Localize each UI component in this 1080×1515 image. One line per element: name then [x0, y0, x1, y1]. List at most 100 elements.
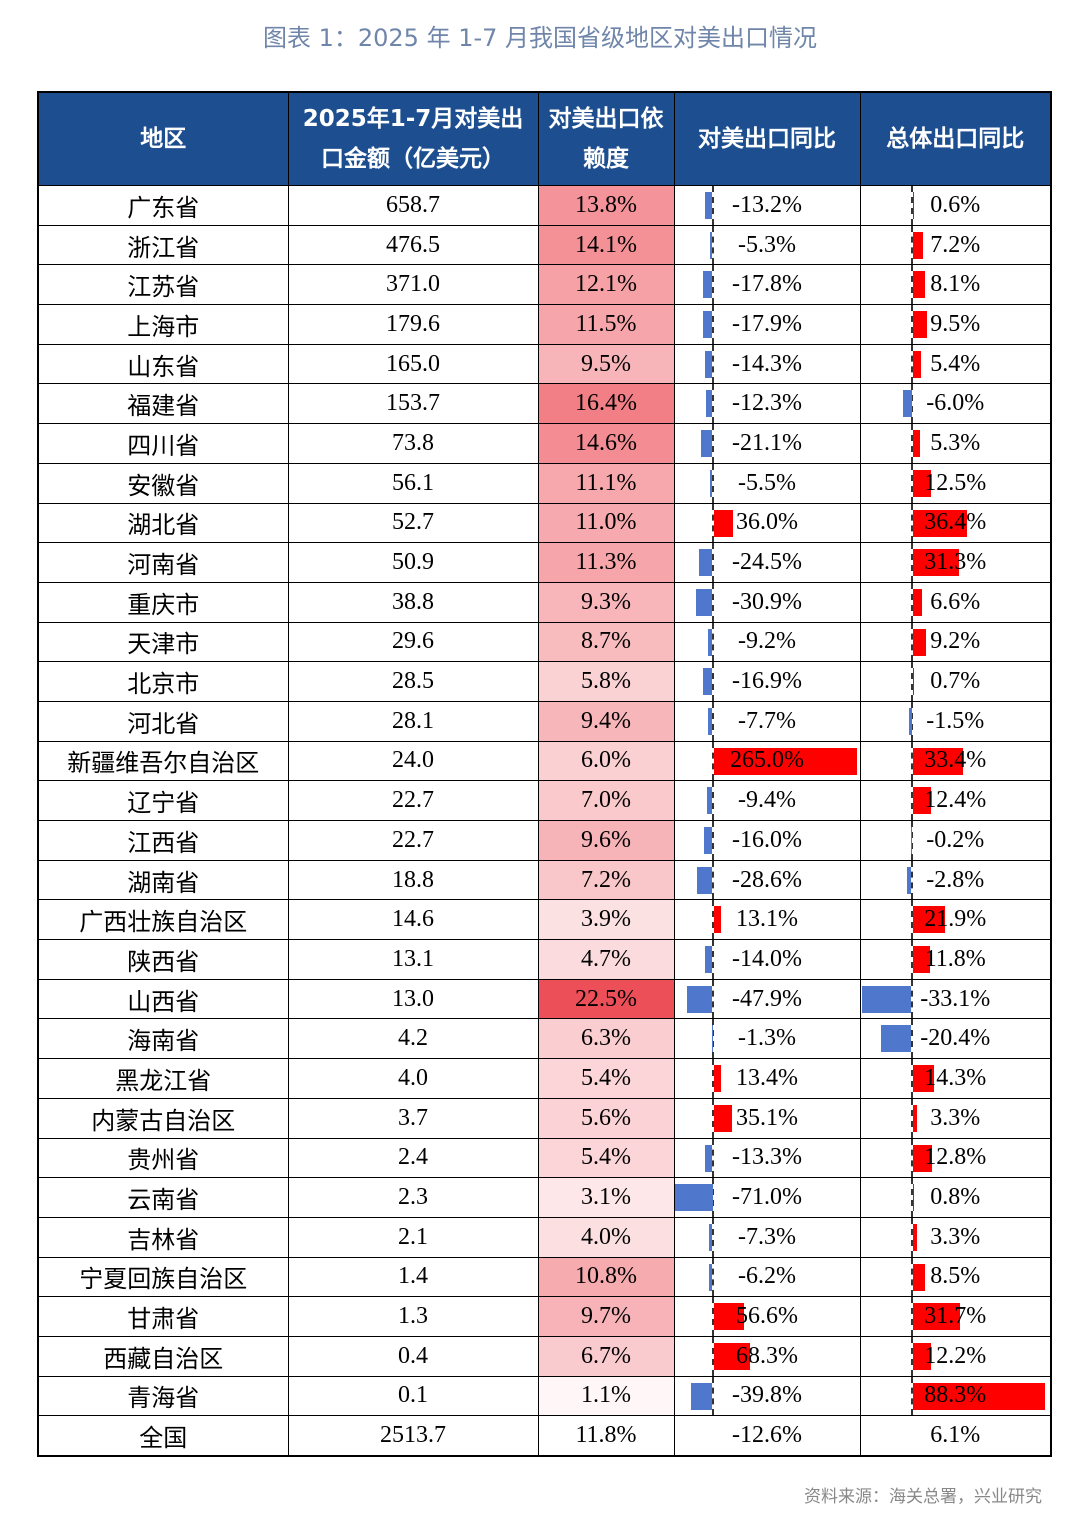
cell: 22.5%	[537, 978, 675, 1020]
cell: -9.4%	[673, 780, 861, 821]
cell-text: 13.4%	[736, 1064, 798, 1091]
cell: 5.4%	[859, 343, 1052, 385]
zero-axis	[910, 1059, 913, 1098]
cell-text: 3.3%	[930, 1104, 981, 1131]
cell-text: -20.4%	[920, 1025, 991, 1052]
cell-text: 11.5%	[575, 310, 637, 337]
cell-text: 22.7	[392, 826, 434, 853]
cell: -12.3%	[673, 383, 861, 425]
cell: -7.3%	[673, 1216, 861, 1258]
row: 江苏省 371.0 12.1% -17.8% 8.1%	[37, 264, 1052, 306]
data-bar	[705, 1144, 713, 1172]
zero-axis	[711, 344, 714, 384]
zero-axis	[711, 1257, 714, 1297]
data-bar	[902, 390, 912, 418]
cell-text: 33.4%	[924, 747, 987, 774]
cell: 35.1%	[673, 1097, 861, 1139]
cell-text: -71.0%	[732, 1184, 802, 1211]
title: 图表 1：2025 年 1-7 月我国省级地区对美出口情况	[262, 24, 818, 52]
zero-axis	[910, 900, 913, 940]
cell-text: 8.7%	[581, 628, 631, 655]
cell: 9.5%	[537, 343, 675, 385]
cell: 3.3%	[859, 1216, 1052, 1258]
zero-axis	[910, 860, 913, 900]
cell: 河北省	[37, 700, 289, 742]
cell-text: 1.1%	[581, 1382, 631, 1409]
cell-text: -0.2%	[926, 826, 985, 853]
zero-axis	[910, 1376, 913, 1416]
row: 湖北省 52.7 11.0% 36.0% 36.4%	[37, 502, 1052, 544]
cell-text: 52.7	[392, 509, 434, 536]
cell-text: -9.2%	[738, 628, 796, 655]
cell-text: 山西省	[127, 989, 200, 1016]
cell: -6.0%	[859, 383, 1052, 425]
cell: -5.5%	[673, 462, 861, 504]
cell: 8.5%	[859, 1256, 1052, 1298]
zero-axis	[711, 503, 714, 543]
zero-axis	[910, 1297, 913, 1336]
cell: 6.3%	[537, 1018, 675, 1060]
cell-text: 371.0	[386, 271, 440, 298]
data-bar	[713, 1104, 733, 1132]
data-bar	[912, 311, 927, 339]
cell: 13.8%	[537, 185, 675, 226]
data-bar	[674, 1184, 713, 1212]
cell: 658.7	[287, 185, 539, 226]
cell-text: 2.1	[398, 1223, 428, 1250]
cell-text: 5.6%	[581, 1104, 631, 1131]
cell: 上海市	[37, 304, 289, 345]
data-bar	[912, 946, 931, 974]
cell-text: 16.4%	[575, 390, 637, 417]
cell: 36.4%	[859, 502, 1052, 544]
cell: 12.4%	[859, 780, 1052, 821]
cell: 浙江省	[37, 224, 289, 266]
cell: 12.5%	[859, 462, 1052, 504]
zero-axis	[711, 463, 714, 503]
cell: 28.5	[287, 661, 539, 702]
cell: -16.9%	[673, 661, 861, 702]
row: 四川省 73.8 14.6% -21.1% 5.3%	[37, 423, 1052, 464]
cell-text: 7.2%	[581, 866, 631, 893]
zero-axis	[711, 821, 714, 860]
cell: 2513.7	[287, 1415, 539, 1457]
cell-text: 18.8	[392, 866, 434, 893]
cell: 河南省	[37, 542, 289, 583]
data-bar	[707, 787, 713, 815]
row: 广东省 658.7 13.8% -13.2% 0.6%	[37, 185, 1052, 226]
cell-text: 11.8%	[575, 1422, 637, 1449]
cell: 9.3%	[537, 581, 675, 623]
zero-axis	[711, 979, 714, 1019]
zero-axis	[910, 186, 913, 225]
cell-text: -6.2%	[738, 1263, 796, 1290]
cell: 476.5	[287, 224, 539, 266]
data-bar	[912, 1263, 926, 1291]
cell: 8.1%	[859, 264, 1052, 306]
data-bar	[912, 1144, 932, 1172]
cell: 22.7	[287, 780, 539, 821]
zero-axis	[711, 424, 714, 463]
zero-axis	[711, 1178, 714, 1217]
cell: 6.0%	[537, 740, 675, 782]
cell-text: 6.0%	[581, 747, 631, 774]
data-bar	[702, 311, 713, 339]
cell: 江西省	[37, 820, 289, 861]
cell-text: 12.1%	[575, 271, 637, 298]
cell: 11.8%	[537, 1415, 675, 1457]
cell-text: 陕西省	[127, 949, 200, 976]
cell-text: 5.4%	[930, 350, 981, 377]
data-bar	[861, 985, 912, 1013]
zero-axis	[910, 940, 913, 979]
cell-text: 5.4%	[581, 1144, 631, 1171]
cell-text: 13.8%	[575, 191, 637, 218]
data-bar	[705, 192, 713, 219]
cell: 安徽省	[37, 462, 289, 504]
zero-axis	[711, 543, 714, 582]
cell: 9.4%	[537, 700, 675, 742]
cell: -7.7%	[673, 700, 861, 742]
cell: 5.4%	[537, 1058, 675, 1099]
cell: 36.0%	[673, 502, 861, 544]
cell-text: 11.3%	[575, 549, 637, 576]
cell-text: 4.0%	[581, 1223, 631, 1250]
cell-text: -6.0%	[926, 390, 985, 417]
